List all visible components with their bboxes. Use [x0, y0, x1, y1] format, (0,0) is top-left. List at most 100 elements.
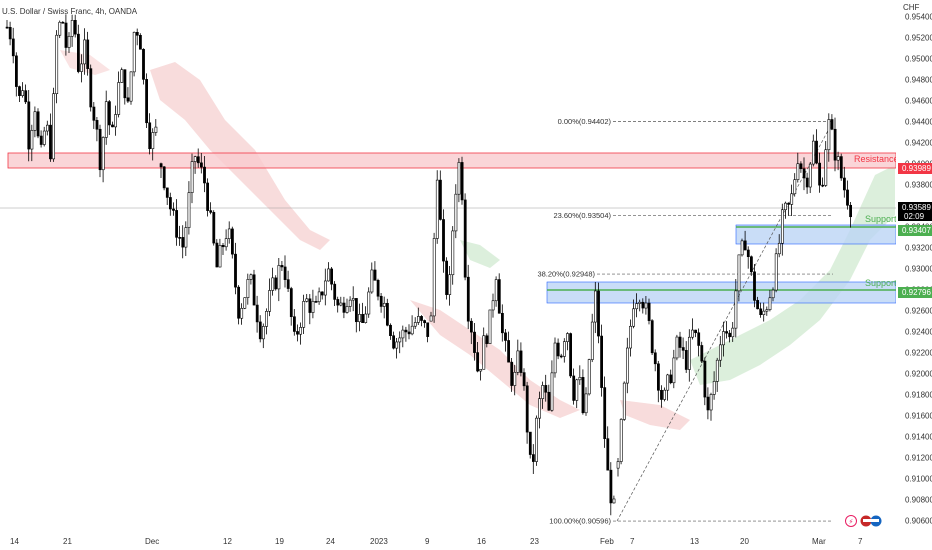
resistance-zone[interactable] [7, 152, 897, 169]
candle-body [507, 340, 511, 363]
candle-body [33, 111, 37, 131]
candle-body [151, 132, 155, 150]
y-tick-label: 0.95400 [905, 13, 932, 22]
y-tick-label: 0.94600 [905, 97, 932, 106]
fib-trend-line[interactable] [616, 121, 834, 522]
candle-body [302, 301, 306, 328]
candle-body [802, 168, 806, 179]
candle-body [635, 303, 639, 310]
time-axis[interactable]: 14 21 Dec 12 19 24 2023 9 16 23 Feb 7 13 20 Mar 7 [0, 533, 932, 550]
event-icons[interactable]: ⚡ [845, 515, 882, 527]
candle-body [697, 332, 701, 346]
candle-body [442, 219, 445, 262]
candle-body [190, 161, 194, 193]
candle-body [562, 341, 566, 357]
candle-body [553, 342, 557, 374]
candle-body [358, 314, 361, 323]
candle-body [805, 177, 809, 188]
fib-level-label: 0.00%(0.94402) [558, 117, 612, 126]
support-zone-1[interactable] [735, 224, 897, 245]
candle-body [510, 361, 514, 386]
candle-body [187, 192, 191, 228]
candle-body [108, 101, 111, 126]
candle-body [370, 269, 374, 293]
candle-body [367, 291, 371, 315]
candle-body [351, 298, 355, 301]
candle-body [83, 39, 87, 65]
candle-body [246, 279, 250, 298]
support-badge-2 [898, 287, 932, 298]
candle-body [438, 179, 442, 220]
candle-body [625, 347, 629, 384]
price-axis[interactable]: 0.95400 0.95200 0.95000 0.94800 0.94600 0.944… [896, 0, 932, 550]
candle-body [39, 135, 43, 145]
candle-body [541, 385, 545, 399]
candle-body [401, 329, 405, 339]
cloud-green-2 [690, 165, 895, 385]
candle-body [184, 227, 188, 248]
candle-body [277, 265, 281, 290]
candle-body [175, 210, 179, 238]
candle-body [774, 253, 778, 291]
candle-body [846, 189, 849, 206]
candle-body [644, 302, 648, 309]
candle-body [305, 298, 309, 302]
price-badges: 0.93989 0.93589 02:09 0.93407 0.92796 [898, 163, 932, 298]
candle-body [836, 156, 840, 161]
candle-body [675, 336, 679, 359]
candle-body [70, 20, 74, 37]
candle-body [86, 39, 90, 69]
y-tick-label: 0.94200 [905, 139, 932, 148]
candle-body [715, 359, 719, 382]
candle-body [426, 322, 430, 337]
candle-body [734, 290, 738, 329]
candle-body [597, 290, 600, 337]
candle-body [519, 350, 523, 373]
candle-body [590, 321, 594, 360]
candle-body [342, 302, 346, 313]
candle-body [656, 363, 660, 391]
candle-body [212, 212, 216, 244]
lightning-glyph: ⚡ [849, 518, 854, 526]
x-tick-label: 23 [530, 537, 539, 546]
candle-body [154, 126, 158, 133]
candle-body [120, 69, 124, 83]
candle-body [123, 69, 127, 99]
y-tick-label: 0.90800 [905, 496, 932, 505]
candle-body [833, 128, 837, 161]
candle-body [463, 199, 467, 278]
candle-body [731, 327, 735, 338]
candle-body [92, 106, 96, 121]
candle-body [818, 162, 822, 186]
candle-body [80, 63, 83, 72]
candle-body [849, 204, 853, 218]
candle-body [49, 124, 52, 160]
candle-body [451, 230, 455, 276]
y-tick-label: 0.91800 [905, 391, 932, 400]
candle-body [737, 254, 741, 292]
candle-body [650, 320, 654, 354]
y-tick-label: 0.94400 [905, 118, 932, 127]
candle-body [629, 325, 632, 349]
candle-body [600, 335, 604, 388]
candle-body [771, 289, 775, 299]
candle-body [299, 327, 303, 335]
candle-body [743, 240, 747, 251]
candle-body [842, 177, 846, 191]
candle-body [67, 35, 71, 48]
candle-body [292, 316, 296, 332]
candle-body [169, 197, 172, 210]
candle-body [787, 202, 791, 205]
y-tick-label: 0.95200 [905, 34, 932, 43]
candle-body [373, 269, 377, 281]
candle-body [504, 332, 507, 341]
candle-body [457, 162, 461, 195]
lightning-icon[interactable] [845, 515, 857, 527]
candle-body [606, 438, 610, 471]
x-tick-label: Mar [812, 537, 826, 546]
candle-body [98, 128, 102, 171]
candle-body [494, 279, 498, 302]
candle-body [566, 333, 569, 342]
